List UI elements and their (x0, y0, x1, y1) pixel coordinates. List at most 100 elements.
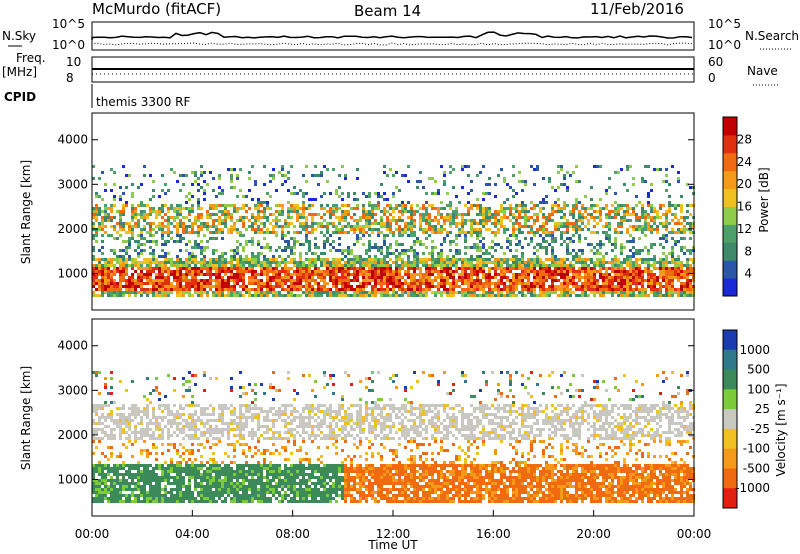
heatmap-cell (359, 285, 362, 288)
heatmap-cell (350, 273, 353, 276)
heatmap-cell (599, 216, 602, 219)
heatmap-cell (239, 261, 242, 264)
heatmap-cell (359, 264, 362, 267)
heatmap-cell (257, 198, 260, 201)
heatmap-cell (98, 473, 101, 476)
heatmap-cell (626, 285, 629, 288)
heatmap-cell (458, 201, 461, 204)
heatmap-cell (326, 225, 329, 228)
heatmap-cell (632, 177, 635, 180)
heatmap-cell (131, 264, 134, 267)
heatmap-cell (530, 240, 533, 243)
heatmap-cell (170, 422, 173, 425)
heatmap-cell (479, 267, 482, 270)
heatmap-cell (131, 267, 134, 270)
heatmap-cell (269, 213, 272, 216)
heatmap-cell (104, 267, 107, 270)
heatmap-cell (380, 285, 383, 288)
heatmap-cell (131, 500, 134, 503)
heatmap-cell (179, 207, 182, 210)
heatmap-cell (533, 273, 536, 276)
heatmap-cell (266, 261, 269, 264)
heatmap-cell (608, 177, 611, 180)
heatmap-cell (305, 234, 308, 237)
heatmap-cell (650, 258, 653, 261)
heatmap-cell (542, 198, 545, 201)
heatmap-cell (155, 240, 158, 243)
heatmap-cell (386, 294, 389, 297)
heatmap-cell (113, 473, 116, 476)
heatmap-cell (116, 500, 119, 503)
heatmap-cell (680, 285, 683, 288)
heatmap-cell (173, 219, 176, 222)
heatmap-cell (521, 180, 524, 183)
heatmap-cell (587, 243, 590, 246)
heatmap-cell (155, 377, 158, 380)
heatmap-cell (422, 219, 425, 222)
heatmap-cell (341, 294, 344, 297)
heatmap-cell (284, 294, 287, 297)
heatmap-cell (683, 219, 686, 222)
heatmap-cell (98, 285, 101, 288)
heatmap-cell (395, 255, 398, 258)
heatmap-cell (113, 195, 116, 198)
heatmap-cell (179, 189, 182, 192)
heatmap-cell (416, 279, 419, 282)
heatmap-cell (482, 291, 485, 294)
heatmap-cell (641, 231, 644, 234)
heatmap-cell (344, 216, 347, 219)
heatmap-cell (179, 225, 182, 228)
heatmap-cell (248, 294, 251, 297)
heatmap-cell (401, 210, 404, 213)
heatmap-cell (407, 285, 410, 288)
heatmap-cell (248, 177, 251, 180)
heatmap-cell (365, 258, 368, 261)
heatmap-cell (527, 276, 530, 279)
heatmap-cell (212, 225, 215, 228)
heatmap-cell (395, 219, 398, 222)
heatmap-cell (629, 255, 632, 258)
heatmap-cell (626, 168, 629, 171)
heatmap-cell (110, 419, 113, 422)
freq-strip: Freq. [MHz] 10 8 60 0 Nave (2, 51, 778, 86)
heatmap-cell (203, 171, 206, 174)
heatmap-cell (419, 288, 422, 291)
heatmap-cell (170, 410, 173, 413)
heatmap-cell (224, 252, 227, 255)
heatmap-cell (563, 261, 566, 264)
heatmap-cell (182, 288, 185, 291)
heatmap-cell (554, 228, 557, 231)
heatmap-cell (440, 276, 443, 279)
heatmap-cell (137, 186, 140, 189)
heatmap-cell (356, 273, 359, 276)
heatmap-cell (656, 267, 659, 270)
heatmap-cell (506, 270, 509, 273)
heatmap-cell (482, 258, 485, 261)
heatmap-cell (341, 210, 344, 213)
heatmap-cell (443, 171, 446, 174)
heatmap-cell (176, 204, 179, 207)
heatmap-cell (470, 258, 473, 261)
heatmap-cell (641, 276, 644, 279)
heatmap-cell (128, 294, 131, 297)
heatmap-cell (161, 237, 164, 240)
heatmap-cell (593, 216, 596, 219)
heatmap-cell (344, 285, 347, 288)
heatmap-cell (599, 198, 602, 201)
heatmap-cell (545, 294, 548, 297)
heatmap-cell (557, 279, 560, 282)
heatmap-cell (152, 422, 155, 425)
heatmap-cell (578, 294, 581, 297)
heatmap-cell (107, 500, 110, 503)
heatmap-cell (152, 291, 155, 294)
heatmap-cell (350, 294, 353, 297)
heatmap-cell (95, 228, 98, 231)
heatmap-cell (446, 234, 449, 237)
heatmap-cell (353, 258, 356, 261)
heatmap-cell (665, 222, 668, 225)
heatmap-cell (239, 207, 242, 210)
heatmap-cell (437, 192, 440, 195)
heatmap-cell (335, 279, 338, 282)
heatmap-cell (611, 270, 614, 273)
